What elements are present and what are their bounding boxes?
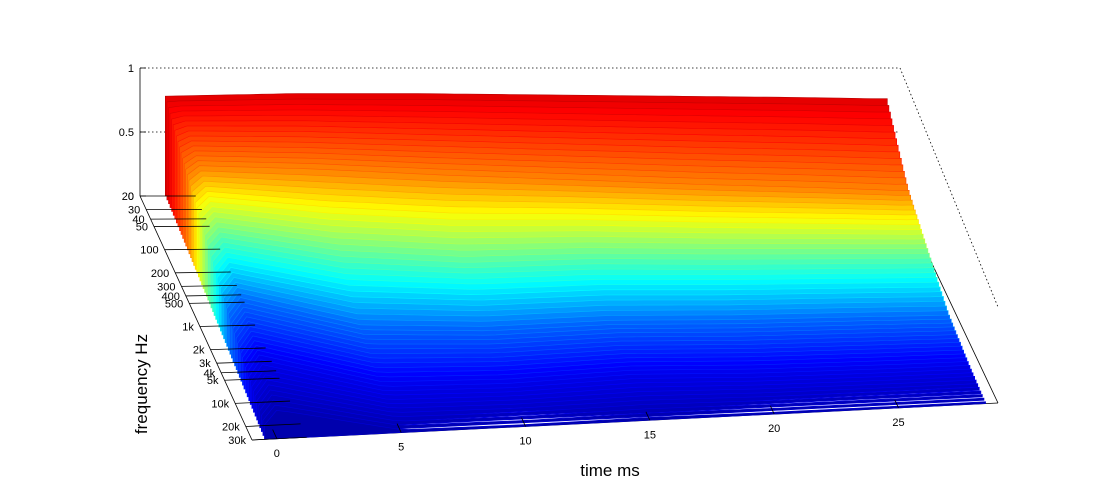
- time-tick: [521, 417, 526, 427]
- time-tick: [272, 429, 278, 439]
- frequency-tick-label: 300: [157, 281, 175, 293]
- time-tick-label: 25: [892, 417, 904, 429]
- floor-left-edge: [139, 195, 253, 441]
- frequency-tick-label: 1k: [182, 322, 194, 334]
- surface-strip: [259, 390, 982, 429]
- frequency-tick-label: 30: [128, 205, 140, 217]
- frequency-tick-label: 400: [162, 291, 180, 303]
- surface-strip: [264, 401, 986, 440]
- time-tick: [769, 405, 775, 415]
- frequency-tick: [210, 347, 266, 351]
- z-tick-label: 0: [128, 191, 134, 203]
- time-tick-label: 20: [768, 423, 780, 435]
- frequency-tick: [164, 248, 221, 251]
- time-tick-label: 0: [274, 448, 280, 460]
- frequency-tick-label: 5k: [207, 375, 219, 387]
- frequency-tick-label: 4k: [204, 368, 216, 380]
- frequency-tick-label: 3k: [199, 358, 211, 370]
- frequency-tick-label: 20k: [222, 421, 240, 433]
- frequency-tick-label: 100: [140, 245, 158, 257]
- frequency-tick: [189, 301, 245, 304]
- frequency-tick-label: 30k: [228, 435, 246, 447]
- waterfall-surface: [165, 93, 986, 440]
- frequency-tick: [199, 324, 256, 327]
- frequency-tick-label: 10k: [211, 398, 229, 410]
- frequency-tick: [216, 360, 272, 364]
- time-tick-label: 10: [519, 435, 531, 447]
- time-tick: [645, 411, 651, 421]
- time-tick: [396, 423, 402, 433]
- frequency-tick: [221, 370, 277, 374]
- frequency-tick-label: 2k: [193, 345, 205, 357]
- time-tick-label: 15: [644, 429, 656, 441]
- frequency-tick: [185, 294, 242, 297]
- frequency-tick-label: 20: [122, 191, 134, 203]
- frequency-tick-label: 200: [151, 268, 169, 280]
- frequency-tick: [235, 400, 291, 404]
- surface-strip: [262, 397, 985, 436]
- z-tick-label: 0.5: [119, 127, 134, 139]
- frequency-tick: [224, 377, 280, 381]
- right-top-edge: [899, 67, 999, 308]
- frequency-axis-title: frequency Hz: [132, 334, 151, 434]
- time-tick: [894, 399, 899, 409]
- time-tick-label: 5: [398, 442, 404, 454]
- frequency-tick: [181, 284, 237, 287]
- z-tick-label: 1: [128, 63, 134, 75]
- z-axis: 00.51: [119, 63, 146, 203]
- time-axis-title: time ms: [580, 461, 640, 480]
- frequency-tick-label: 40: [132, 214, 144, 226]
- frequency-tick-label: 500: [165, 298, 183, 310]
- surface-strip: [261, 394, 983, 432]
- surface-strip: [257, 386, 980, 425]
- frequency-tick: [251, 436, 307, 441]
- frequency-tick: [245, 423, 301, 427]
- frequency-tick-label: 50: [136, 222, 148, 234]
- time-axis: 0 5 10 15 20 25: [272, 399, 905, 460]
- frequency-tick: [175, 271, 231, 274]
